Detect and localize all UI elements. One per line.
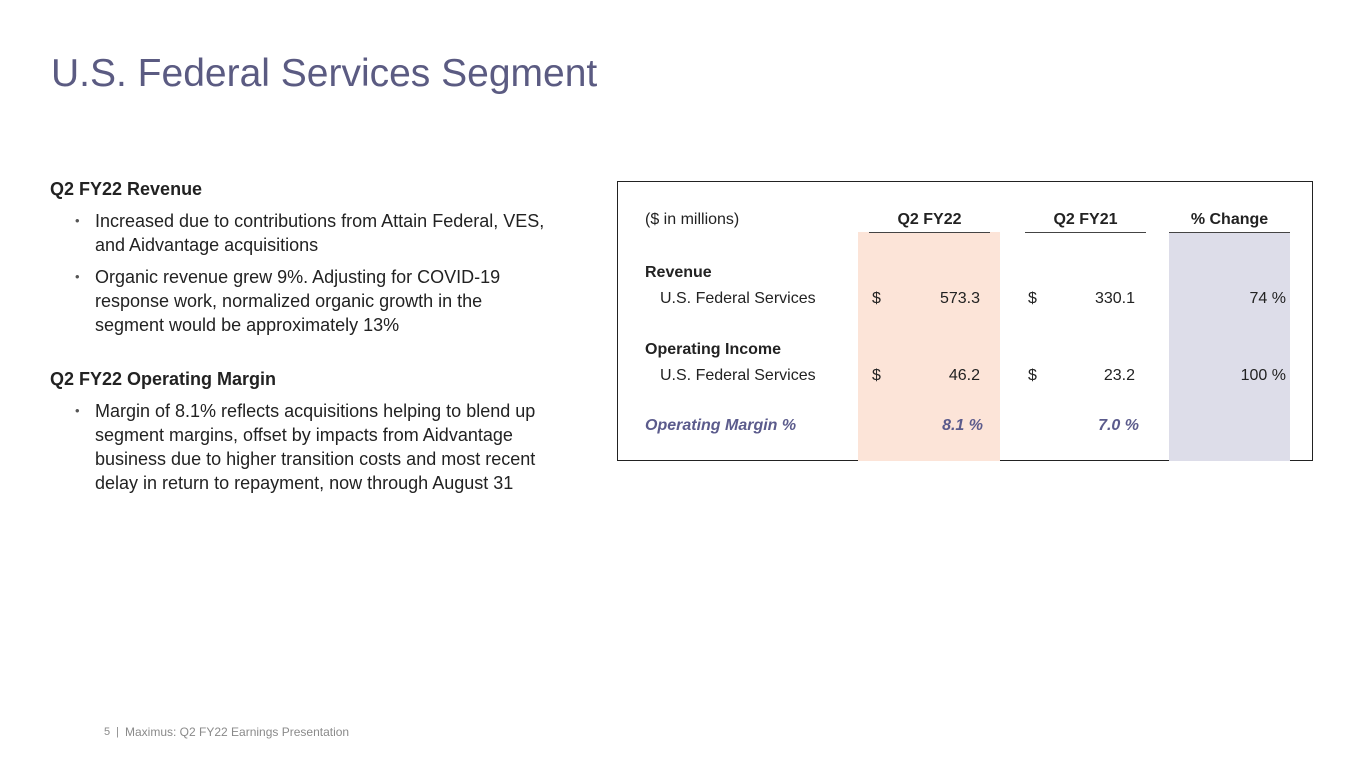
currency: $ [872,367,881,384]
financial-table: ($ in millions) Q2 FY22 Q2 FY21 % Change… [617,181,1313,461]
margin-label: Operating Margin % [645,417,797,434]
table-header: % Change [1190,211,1269,228]
currency: $ [872,290,881,307]
row-label: U.S. Federal Services [660,367,816,384]
value: 573.3 [939,290,980,307]
footer-text: Maximus: Q2 FY22 Earnings Presentation [125,725,350,739]
header-rule [1025,232,1146,233]
margin-value: 8.1 % [942,417,983,434]
currency: $ [1028,290,1037,307]
bullet-list: Margin of 8.1% reflects acquisitions hel… [50,399,550,495]
slide-title: U.S. Federal Services Segment [51,52,598,95]
currency: $ [1028,367,1037,384]
footer-separator: | [116,726,119,738]
header-rule [1169,232,1290,233]
value: 23.2 [1103,367,1135,384]
page-number: 5 [104,726,111,738]
table-header: ($ in millions) [645,211,740,228]
value: 330.1 [1094,290,1135,307]
table-header: Q2 FY22 [897,211,962,228]
section-heading: Q2 FY22 Operating Margin [50,369,277,389]
margin-value: 7.0 % [1098,417,1139,434]
section-heading: Q2 FY22 Revenue [50,179,203,199]
row-label: U.S. Federal Services [660,290,816,307]
column-shade [858,232,1000,461]
value: 46.2 [948,367,980,384]
column-shade [1169,232,1290,461]
row-group: Operating Income [645,341,782,358]
bullet: Increased due to contributions from Atta… [75,209,550,257]
row-group: Revenue [645,264,712,281]
header-rule [869,232,990,233]
bullet-list: Increased due to contributions from Atta… [50,209,550,337]
change: 100 % [1240,367,1286,384]
bullet: Margin of 8.1% reflects acquisitions hel… [75,399,550,495]
bullet: Organic revenue grew 9%. Adjusting for C… [75,265,550,337]
commentary: Q2 FY22 Revenue Increased due to contrib… [50,177,550,525]
change: 74 % [1249,290,1286,307]
table-header: Q2 FY21 [1053,211,1118,228]
